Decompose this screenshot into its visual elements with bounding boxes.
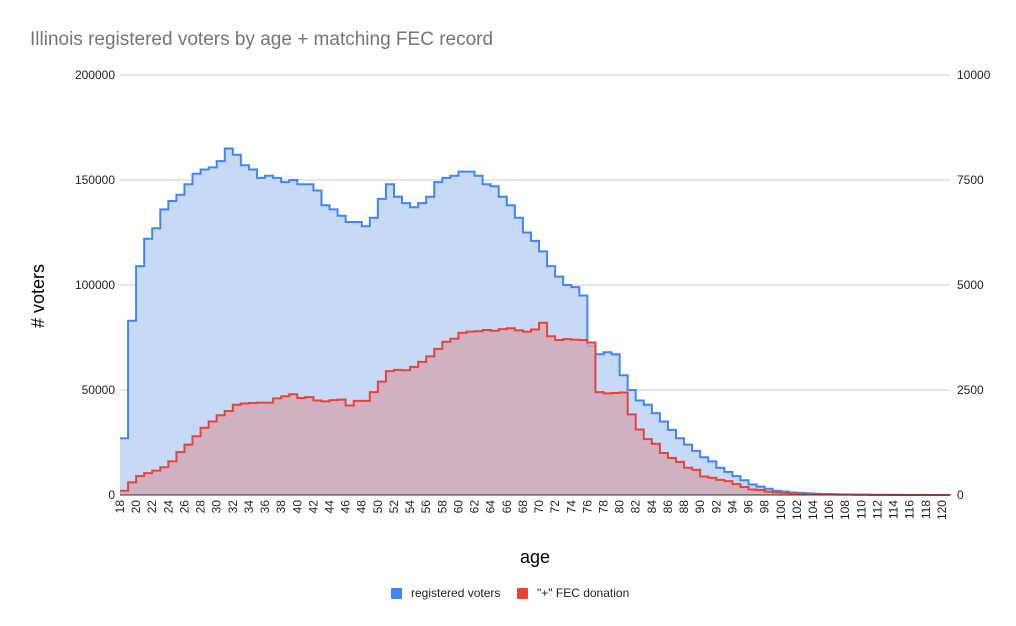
y-tick-label: 150000 [75, 173, 115, 187]
x-tick-label: 90 [693, 500, 707, 514]
x-tick-label: 36 [258, 500, 272, 514]
x-tick-label: 86 [661, 500, 675, 514]
chart-title: Illinois registered voters by age + matc… [30, 29, 493, 50]
x-tick-label: 104 [806, 500, 820, 520]
y-tick-label: 100000 [75, 278, 115, 292]
x-tick-label: 68 [516, 500, 530, 514]
x-tick-label: 112 [870, 500, 884, 519]
x-tick-label: 66 [500, 500, 514, 514]
x-tick-label: 42 [306, 500, 320, 514]
y-tick-label: 0 [108, 488, 115, 502]
y2-tick-label: 7500 [957, 173, 984, 187]
x-tick-label: 80 [613, 500, 627, 514]
x-tick-label: 88 [677, 500, 691, 514]
x-tick-label: 22 [145, 500, 159, 514]
x-tick-label: 82 [629, 500, 643, 514]
x-tick-label: 26 [177, 500, 191, 514]
x-tick-label: 34 [242, 500, 256, 514]
x-tick-label: 56 [419, 500, 433, 514]
x-tick-label: 76 [580, 500, 594, 514]
x-tick-label: 94 [725, 500, 739, 514]
x-tick-label: 24 [161, 500, 175, 514]
legend: registered voters "+" FEC donation [391, 586, 629, 600]
x-tick-label: 84 [645, 500, 659, 514]
x-tick-label: 40 [290, 500, 304, 514]
x-tick-label: 58 [435, 500, 449, 514]
x-tick-label: 18 [113, 500, 127, 514]
series-area-1 [120, 322, 950, 495]
x-tick-label: 108 [838, 500, 852, 520]
legend-swatch-1 [517, 588, 528, 599]
series-line-1 [120, 321, 950, 496]
x-tick-label: 92 [709, 500, 723, 514]
x-tick-label: 98 [758, 500, 772, 514]
y-tick-label: 200000 [75, 68, 115, 82]
y-tick-label: 50000 [82, 383, 116, 397]
x-tick-label: 114 [887, 500, 901, 519]
x-tick-label: 32 [226, 500, 240, 514]
x-tick-label: 52 [387, 500, 401, 514]
x-tick-label: 110 [854, 500, 868, 519]
legend-swatch-0 [391, 588, 402, 599]
x-tick-label: 54 [403, 500, 417, 514]
x-tick-label: 38 [274, 500, 288, 514]
x-tick-label: 74 [564, 500, 578, 514]
y-axis-title: # voters [28, 264, 48, 328]
y2-tick-label: 2500 [957, 383, 984, 397]
x-tick-label: 96 [742, 500, 756, 514]
y-axis-right-ticks: 0 2500 5000 7500 10000 [957, 68, 991, 502]
x-tick-label: 48 [355, 500, 369, 514]
x-tick-label: 116 [903, 500, 917, 519]
x-tick-label: 70 [532, 500, 546, 514]
x-tick-label: 20 [129, 500, 143, 514]
x-tick-label: 64 [484, 500, 498, 514]
x-tick-label: 28 [194, 500, 208, 514]
plot-area [120, 147, 951, 496]
x-tick-label: 72 [548, 500, 562, 514]
x-tick-label: 106 [822, 500, 836, 520]
x-tick-label: 44 [323, 500, 337, 514]
y2-tick-label: 0 [957, 488, 964, 502]
x-tick-label: 62 [468, 500, 482, 514]
x-axis-title: age [520, 547, 550, 567]
x-tick-label: 120 [935, 500, 949, 520]
x-tick-label: 102 [790, 500, 804, 520]
x-tick-label: 100 [774, 500, 788, 520]
x-tick-label: 60 [451, 500, 465, 514]
x-tick-label: 118 [919, 500, 933, 519]
y2-tick-label: 5000 [957, 278, 984, 292]
y2-tick-label: 10000 [957, 68, 991, 82]
legend-label-0: registered voters [411, 586, 500, 600]
x-tick-label: 78 [596, 500, 610, 514]
x-tick-label: 30 [210, 500, 224, 514]
legend-label-1: "+" FEC donation [537, 586, 629, 600]
y-axis-left-ticks: 0 50000 100000 150000 200000 [75, 68, 115, 502]
x-tick-label: 50 [371, 500, 385, 514]
x-tick-label: 46 [339, 500, 353, 514]
x-axis-ticks: 18 20 22 24 26 28 30 32 34 36 38 40 42 44 46 48 50 52 54 56… [113, 500, 949, 520]
